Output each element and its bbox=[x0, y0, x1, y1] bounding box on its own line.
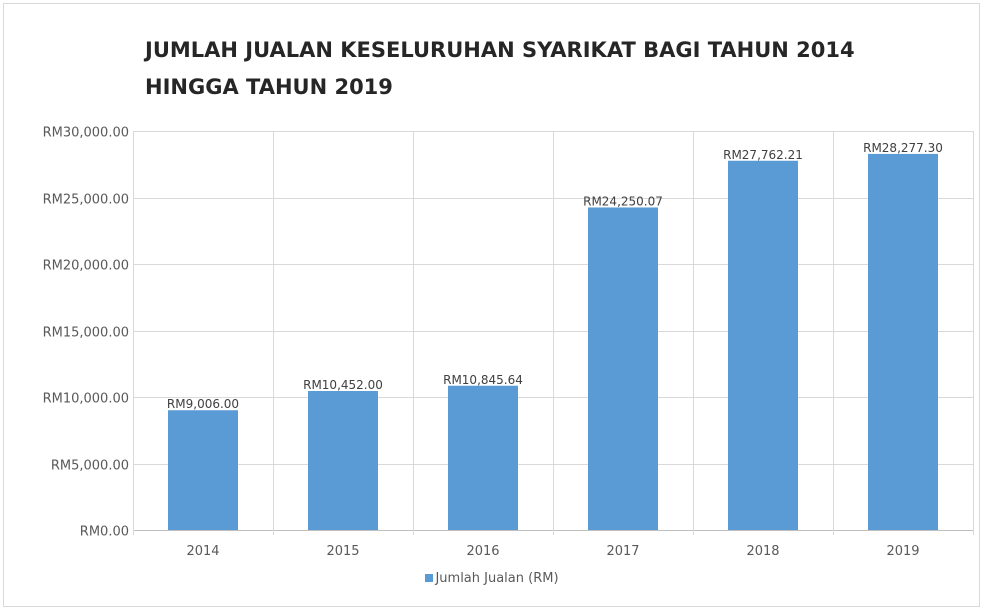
y-tick-label: RM20,000.00 bbox=[43, 259, 129, 274]
legend-swatch bbox=[425, 574, 434, 582]
data-labels: RM9,006.00 RM10,452.00 RM10,845.64 RM24,250… bbox=[167, 141, 943, 411]
x-tick-label: 2019 bbox=[886, 544, 919, 559]
y-tick-label: RM30,000.00 bbox=[43, 126, 129, 141]
y-tick-label: RM5,000.00 bbox=[51, 459, 129, 474]
bars bbox=[168, 153, 938, 531]
chart-title: JUMLAH JUALAN KESELURUHAN SYARIKAT BAGI … bbox=[145, 38, 855, 99]
y-tick-label: RM0.00 bbox=[80, 525, 129, 540]
bar bbox=[588, 207, 658, 531]
legend: Jumlah Jualan (RM) bbox=[0, 571, 984, 586]
x-tick-label: 2016 bbox=[466, 544, 499, 559]
bar bbox=[728, 160, 798, 530]
y-axis: RM0.00 RM5,000.00 RM10,000.00 RM15,000.00 RM… bbox=[43, 126, 129, 540]
bar bbox=[168, 410, 238, 530]
legend-label: Jumlah Jualan (RM) bbox=[435, 571, 559, 586]
x-tick-label: 2014 bbox=[186, 544, 219, 559]
x-axis: 2014 2015 2016 2017 2018 2019 bbox=[186, 544, 919, 559]
x-tick-label: 2017 bbox=[606, 544, 639, 559]
bar bbox=[308, 390, 378, 530]
grid-lines bbox=[133, 131, 974, 535]
data-label: RM28,277.30 bbox=[863, 141, 943, 155]
x-tick-label: 2015 bbox=[326, 544, 359, 559]
y-tick-label: RM15,000.00 bbox=[43, 326, 129, 341]
data-label: RM24,250.07 bbox=[583, 194, 663, 208]
y-tick-label: RM10,000.00 bbox=[43, 392, 129, 407]
bar bbox=[868, 153, 938, 530]
x-tick-label: 2018 bbox=[746, 544, 779, 559]
y-tick-label: RM25,000.00 bbox=[43, 193, 129, 208]
bar bbox=[448, 385, 518, 530]
data-label: RM9,006.00 bbox=[167, 397, 239, 411]
data-label: RM10,845.64 bbox=[443, 373, 523, 387]
data-label: RM10,452.00 bbox=[303, 378, 383, 392]
data-label: RM27,762.21 bbox=[723, 148, 803, 162]
